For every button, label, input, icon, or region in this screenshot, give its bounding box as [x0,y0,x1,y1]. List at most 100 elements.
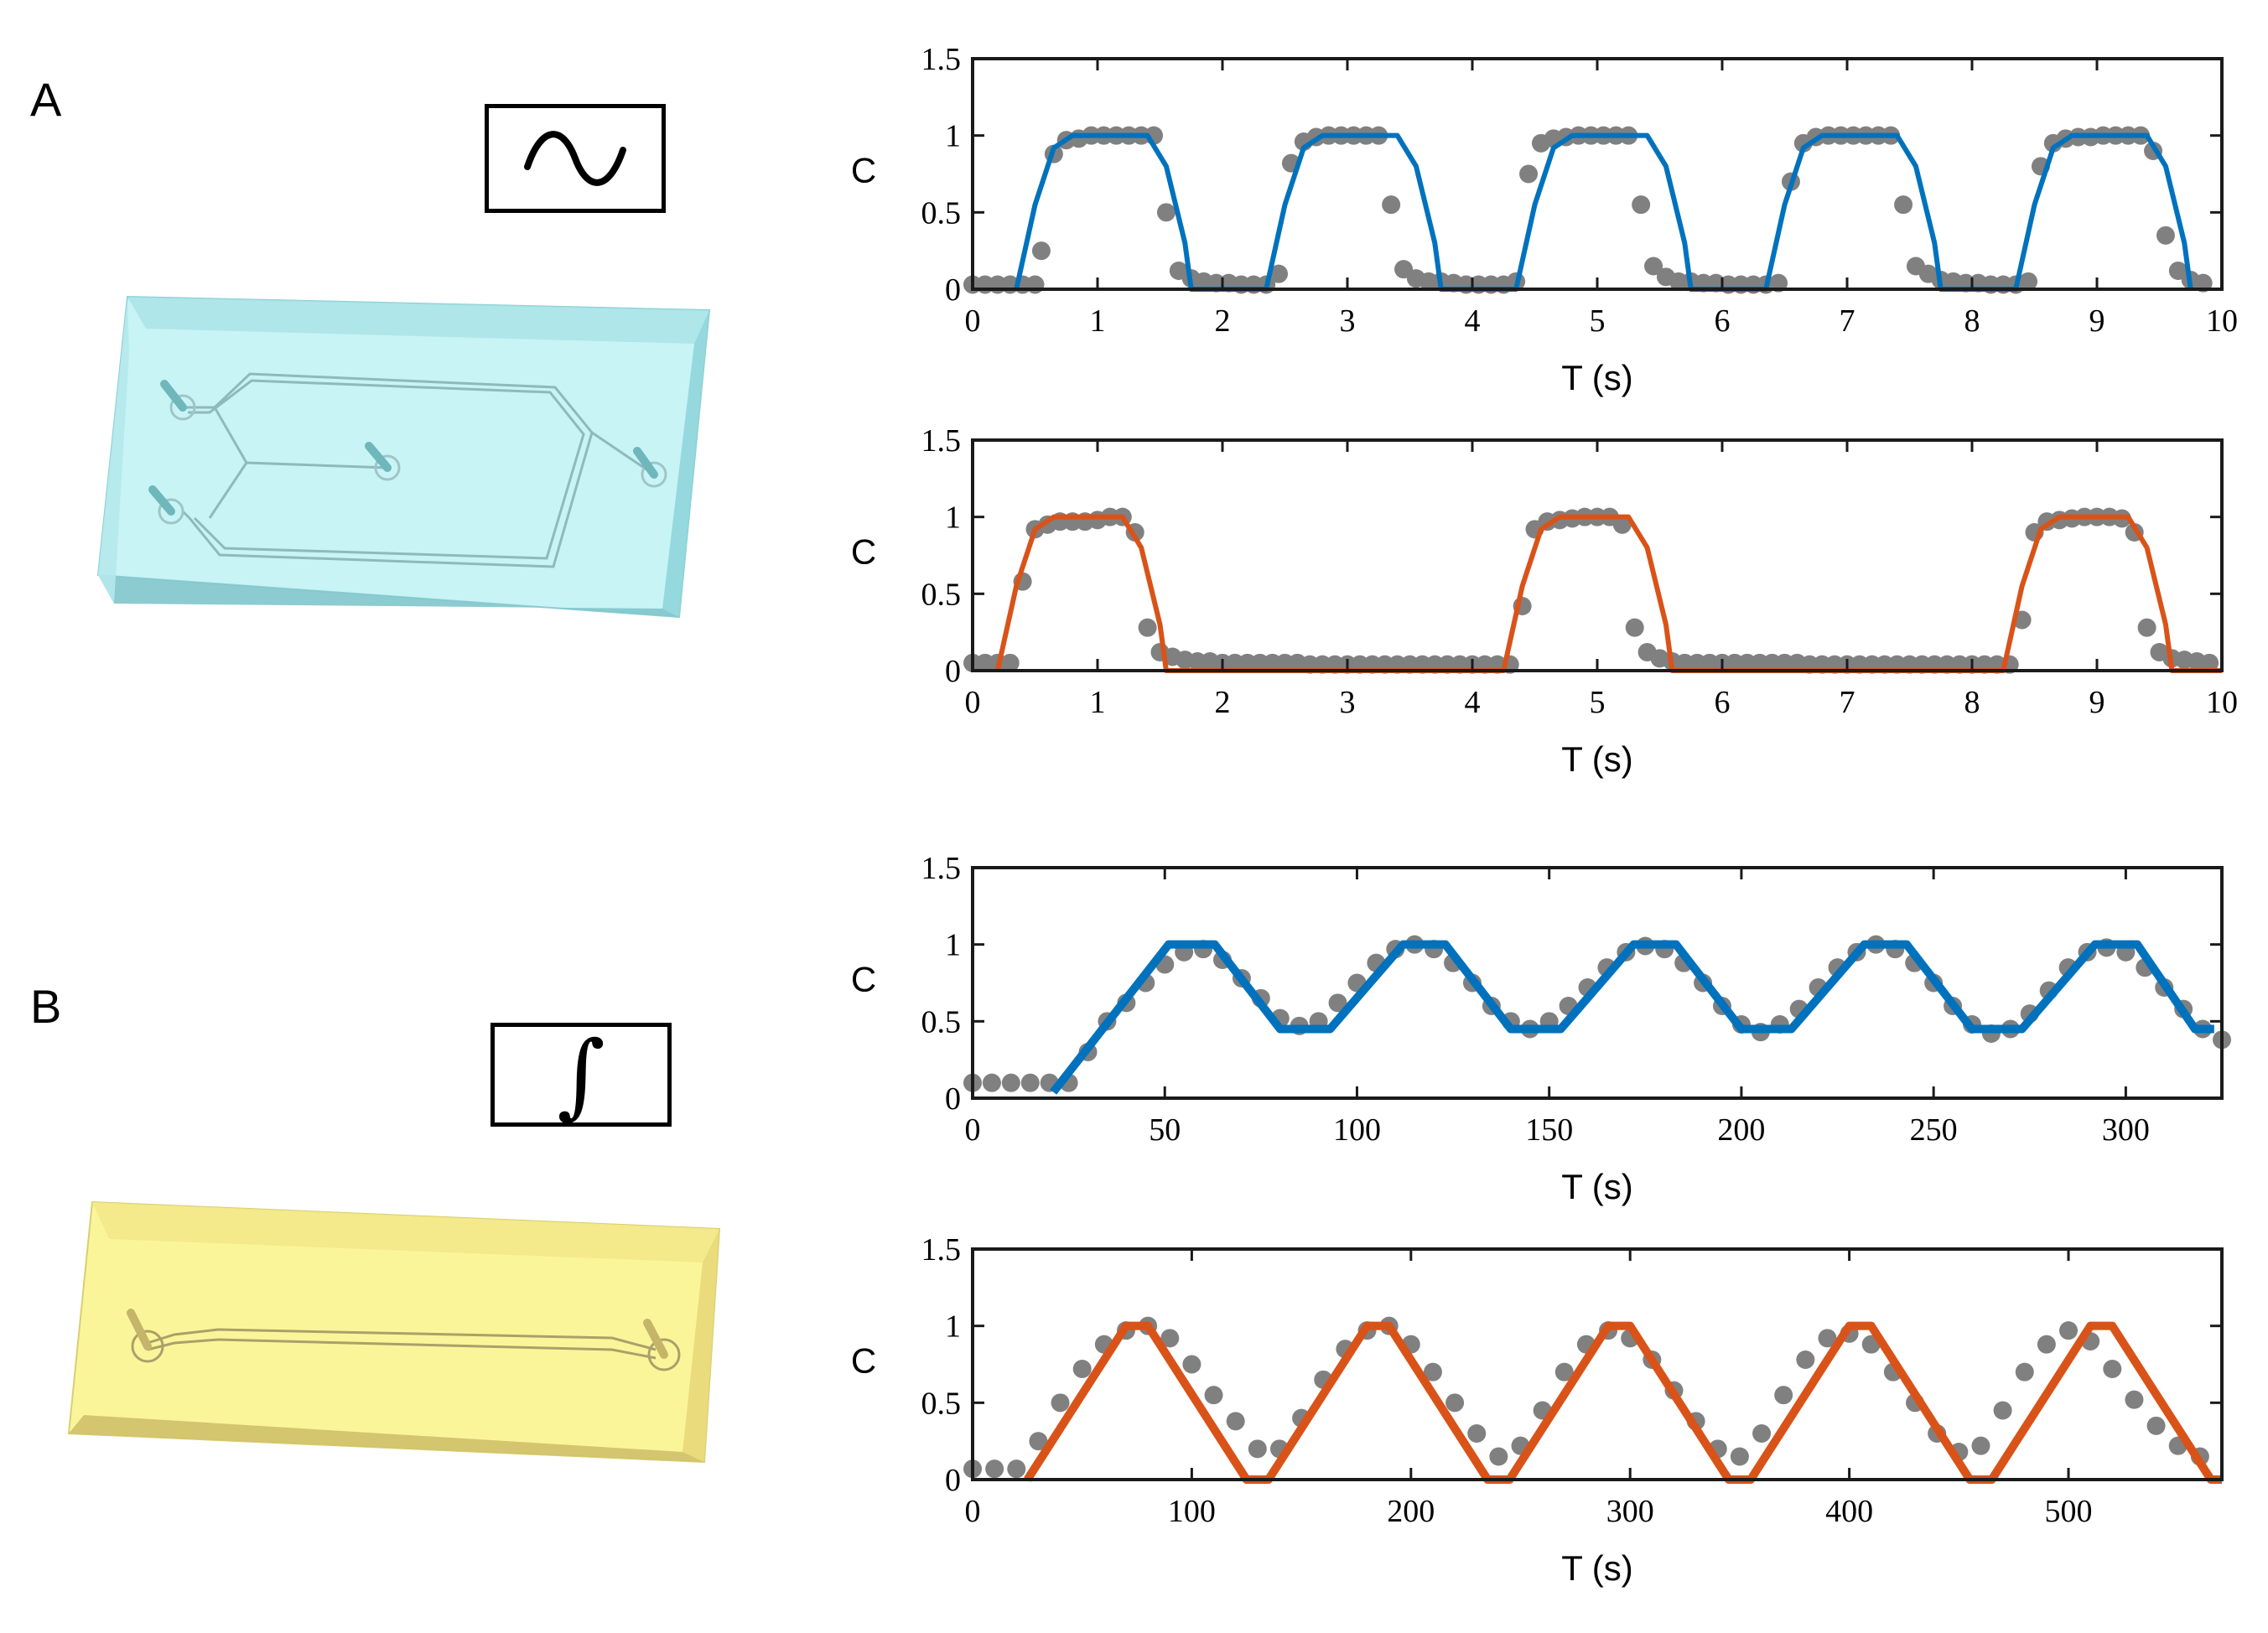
data-point [1328,993,1347,1013]
data-point [1730,1447,1749,1466]
x-tick-label: 1 [1090,685,1106,720]
y-tick-label: 1 [945,928,961,963]
x-tick-label: 9 [2089,685,2105,720]
y-tick-label: 1.5 [921,851,962,886]
y-tick-label: 0.5 [921,1004,962,1039]
x-tick-label: 2 [1215,685,1231,720]
integral-icon: ∫ [490,1023,672,1127]
data-point [982,1073,1001,1092]
series-line [1014,132,2193,292]
data-point [1226,1412,1245,1431]
x-tick-label: 8 [1964,685,1980,720]
x-tick-label: 0 [965,1494,981,1529]
x-tick-label: 200 [1717,1112,1765,1148]
data-point [2200,653,2219,672]
x-tick-label: 7 [1840,303,1855,339]
sine-wave-glyph [524,131,626,186]
data-point [1796,1350,1815,1369]
axes-box [971,57,2224,291]
x-tick-label: 500 [2045,1494,2093,1529]
y-tick-label: 1.5 [921,1232,962,1268]
data-point [1156,203,1176,222]
y-tick-label: 0.5 [921,1386,962,1421]
data-point [1007,1459,1026,1479]
y-tick-label: 0.5 [921,195,962,231]
data-point [1894,195,1913,215]
series-line [994,514,2222,673]
data-point [1020,1073,1040,1092]
x-tick-label: 3 [1340,303,1356,339]
y-tick-label: 1 [945,119,961,154]
data-point [2015,1362,2034,1382]
x-tick-label: 5 [1590,303,1606,339]
y-axis-label: C [851,1341,876,1381]
y-tick-label: 0 [945,1463,961,1498]
chart-b1: 0 50 100 150 200 250 300 0 0.5 1 1.5 T (s) C [851,851,2231,1206]
data-point [1625,618,1644,637]
x-tick-label: 0 [965,303,981,339]
data-point [1072,1360,1092,1378]
x-tick-label: 300 [1606,1494,1654,1529]
x-tick-label: 100 [1333,1112,1381,1148]
y-tick-label: 1.5 [921,423,962,459]
x-tick-label: 0 [965,1112,981,1148]
x-axis-label: T (s) [1561,739,1633,779]
data-point [1774,1386,1793,1405]
data-point [2156,226,2175,245]
chart-b2: 0 100 200 300 400 500 0 0.5 1 1.5 T (s) C [851,1232,2224,1588]
data-point [1632,195,1651,215]
data-point [985,1459,1004,1479]
x-tick-label: 50 [1149,1112,1181,1148]
x-axis-label: T (s) [1561,1167,1633,1206]
x-tick-label: 200 [1387,1494,1435,1529]
y-axis-label: C [851,960,876,999]
x-axis-label: T (s) [1561,358,1633,397]
x-tick-label: 7 [1840,685,1855,720]
data-point [2125,1390,2144,1409]
data-point [1519,164,1539,184]
data-point [2059,1321,2079,1340]
y-tick-label: 1 [945,1309,961,1345]
panel-label-a: A [30,73,62,126]
data-point [1031,241,1051,261]
y-tick-label: 0 [945,272,961,308]
x-tick-label: 150 [1525,1112,1573,1148]
y-tick-label: 0.5 [921,577,962,612]
x-tick-label: 9 [2089,303,2105,339]
data-point [1971,1436,1990,1455]
x-tick-label: 4 [1465,303,1481,339]
data-point [1204,1386,1223,1405]
y-tick-label: 1 [945,500,961,536]
x-tick-label: 0 [965,685,981,720]
x-tick-label: 3 [1340,685,1356,720]
y-axis-label: C [851,532,876,572]
x-tick-label: 2 [1215,303,1231,339]
data-point [1000,653,1020,672]
data-point [1818,1329,1837,1348]
x-tick-label: 100 [1168,1494,1216,1529]
data-point [1138,618,1157,637]
x-tick-label: 10 [2206,303,2238,339]
x-tick-label: 6 [1715,685,1731,720]
data-point [1612,515,1632,534]
data-point [1554,1362,1574,1382]
x-tick-label: 5 [1590,685,1606,720]
data-point [1248,1439,1267,1459]
y-axis-label: C [851,151,876,190]
x-tick-label: 400 [1825,1494,1873,1529]
x-tick-label: 6 [1715,303,1731,339]
x-tick-label: 300 [2102,1112,2150,1148]
x-tick-label: 4 [1465,685,1481,720]
axes-box [971,1247,2224,1481]
data-point [2037,1335,2056,1354]
series-line [1050,940,2214,1095]
chart-a2: 0 1 2 3 4 5 6 7 8 9 10 0 0.5 1 1.5 T (s) C [851,423,2238,779]
data-point [1752,1424,1772,1443]
data-point [1993,1401,2012,1420]
data-point [1001,1073,1020,1092]
axes-box [971,866,2224,1100]
data-point [1423,1362,1442,1382]
data-point [1382,195,1401,215]
data-point [1269,264,1289,283]
y-tick-label: 0 [945,654,961,689]
